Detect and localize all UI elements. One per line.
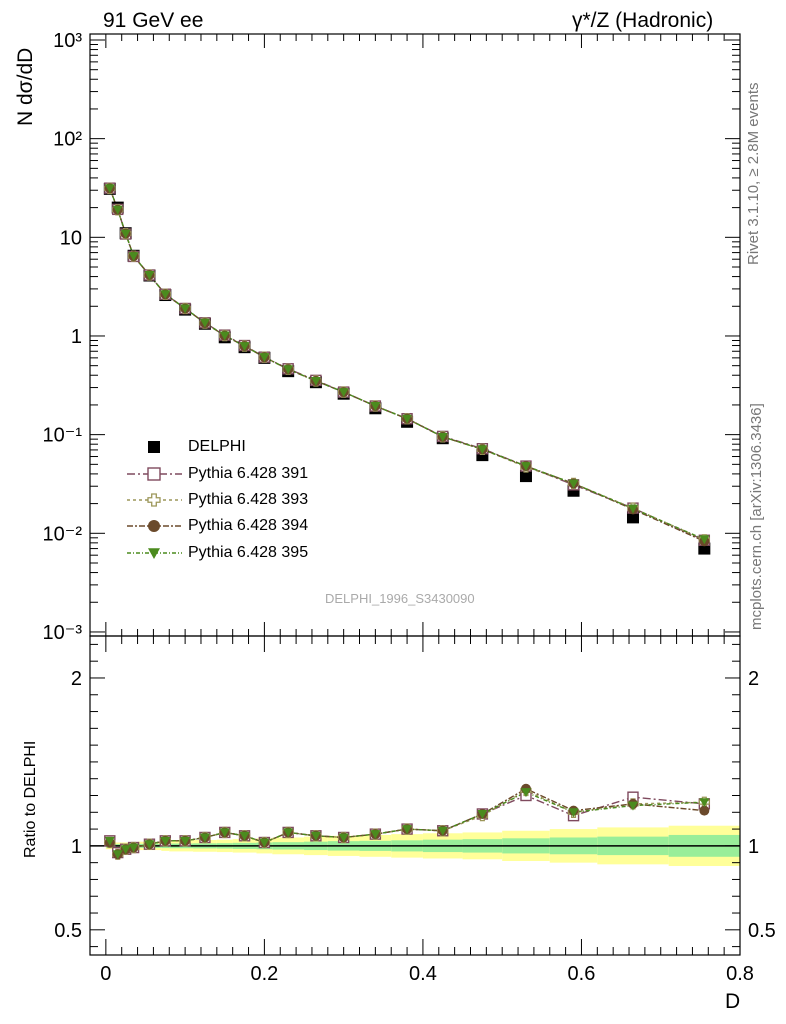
ratio-point [310, 831, 321, 841]
data-point [370, 402, 381, 412]
ratio-point [104, 836, 115, 846]
ratio-point [520, 788, 531, 798]
ratio-point [402, 825, 413, 835]
main-ylabel: N dσ/dD [14, 47, 37, 126]
ratio-point [219, 828, 230, 838]
ratio-series-line [109, 787, 705, 856]
ytick-label: 10³ [53, 30, 82, 52]
data-point [219, 331, 230, 341]
analysis-watermark: DELPHI_1996_S3430090 [325, 591, 475, 606]
ratio-ylabel: Ratio to DELPHI [22, 740, 39, 858]
data-point [310, 376, 321, 386]
ratio-point [160, 836, 171, 846]
data-point [283, 365, 294, 375]
ytick-label: 1 [71, 326, 82, 348]
ratio-point [338, 833, 349, 843]
data-point [627, 504, 638, 514]
legend-label-delphi: DELPHI [188, 438, 246, 455]
ratio-point [180, 836, 191, 846]
ratio-point [239, 831, 250, 841]
ratio-series-line [109, 791, 705, 856]
data-point [128, 252, 139, 262]
ratio-point [699, 805, 710, 816]
series-line [109, 187, 705, 541]
ytick-label: 10⁻³ [43, 622, 83, 644]
ratio-ytick-label-right: 2 [748, 668, 759, 690]
xtick-label: 0.8 [726, 963, 754, 985]
data-point [160, 290, 171, 300]
ratio-point [144, 840, 155, 850]
data-point [239, 342, 250, 352]
ratio-ytick-label: 1 [71, 836, 82, 858]
data-point [144, 270, 155, 280]
xtick-label: 0.6 [568, 963, 596, 985]
ytick-label: 10⁻¹ [43, 425, 83, 447]
data-point [626, 511, 639, 524]
series-line [109, 188, 705, 542]
ratio-point [568, 808, 579, 818]
ratio-ytick-label: 2 [71, 668, 82, 690]
ratio-ytick-label-right: 1 [748, 836, 759, 858]
data-point [180, 304, 191, 314]
ratio-frame [89, 635, 741, 956]
mcplots-label: mcplots.cern.ch [arXiv:1306.3436] [748, 403, 765, 630]
data-point [338, 388, 349, 398]
ratio-point [259, 838, 270, 848]
data-point [104, 184, 115, 194]
ratio-point [699, 798, 710, 808]
ratio-panel: 0.5 0.5 1 1 2 2 0 0.2 0.4 0.6 0.8 [54, 635, 776, 985]
data-point [568, 479, 579, 489]
legend-label-393: Pythia 6.428 393 [188, 491, 309, 508]
ratio-point [370, 830, 381, 840]
header-left-label: 91 GeV ee [103, 9, 204, 32]
ratio-point [477, 809, 488, 819]
ratio-point [437, 826, 448, 836]
main-panel: 10⁻³ 10⁻² 10⁻¹ 1 10 10² 10³ [43, 30, 741, 644]
legend-label-394: Pythia 6.428 394 [188, 517, 309, 534]
legend-marker [147, 467, 161, 481]
legend-marker [148, 548, 160, 559]
ytick-label: 10⁻² [43, 523, 83, 545]
ytick-label: 10² [53, 129, 82, 151]
legend-label-391: Pythia 6.428 391 [188, 465, 309, 482]
ratio-ytick-label-right: 0.5 [748, 920, 776, 942]
data-point [519, 470, 532, 483]
x-axis-label: D [725, 990, 741, 1013]
legend-marker [148, 441, 160, 453]
data-point [699, 535, 710, 545]
ratio-point [627, 801, 638, 811]
legend-marker [147, 493, 161, 507]
header-right-label: γ*/Z (Hadronic) [572, 9, 714, 32]
data-point [437, 432, 448, 442]
legend-label-395: Pythia 6.428 395 [188, 544, 309, 561]
ratio-ytick-label: 0.5 [54, 920, 82, 942]
data-point [199, 318, 210, 328]
ratio-point [112, 850, 123, 860]
series-line [109, 188, 705, 540]
rivet-label: Rivet 3.1.10, ≥ 2.8M events [745, 82, 762, 266]
xtick-label: 0.2 [250, 963, 278, 985]
xtick-label: 0 [100, 963, 111, 985]
ratio-point [128, 843, 139, 853]
ratio-point [120, 845, 131, 855]
data-point [477, 445, 488, 455]
data-point [402, 414, 413, 424]
ytick-label: 10 [60, 227, 82, 249]
data-point [259, 353, 270, 363]
xtick-label: 0.4 [409, 963, 437, 985]
data-point [520, 462, 531, 472]
ratio-point [199, 833, 210, 843]
data-point [112, 205, 123, 215]
series-line [109, 188, 705, 541]
legend-marker [148, 520, 160, 532]
data-point [120, 229, 131, 239]
ratio-point [283, 828, 294, 838]
